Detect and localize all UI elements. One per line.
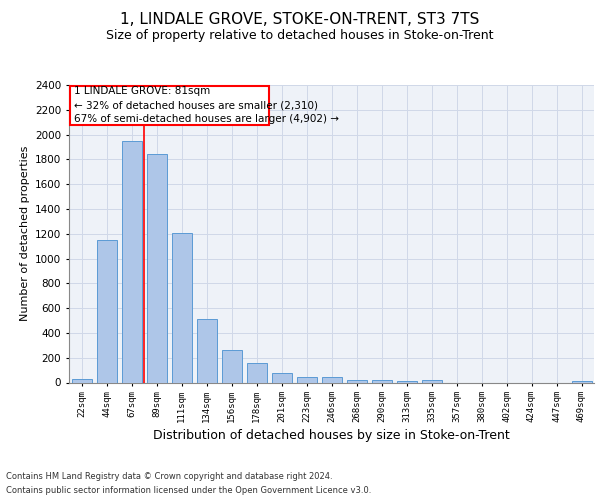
Bar bbox=[271, 372, 292, 382]
Bar bbox=[197, 320, 217, 382]
Bar bbox=[121, 141, 142, 382]
Bar bbox=[322, 378, 341, 382]
Bar bbox=[97, 240, 116, 382]
Bar bbox=[371, 380, 392, 382]
Text: Contains public sector information licensed under the Open Government Licence v3: Contains public sector information licen… bbox=[6, 486, 371, 495]
Text: Size of property relative to detached houses in Stoke-on-Trent: Size of property relative to detached ho… bbox=[106, 29, 494, 42]
Bar bbox=[296, 376, 317, 382]
Text: 1, LINDALE GROVE, STOKE-ON-TRENT, ST3 7TS: 1, LINDALE GROVE, STOKE-ON-TRENT, ST3 7T… bbox=[121, 12, 479, 28]
Bar bbox=[71, 379, 91, 382]
Text: Contains HM Land Registry data © Crown copyright and database right 2024.: Contains HM Land Registry data © Crown c… bbox=[6, 472, 332, 481]
Bar bbox=[146, 154, 167, 382]
Bar bbox=[571, 380, 592, 382]
Bar bbox=[347, 380, 367, 382]
Y-axis label: Number of detached properties: Number of detached properties bbox=[20, 146, 29, 322]
Bar bbox=[172, 232, 191, 382]
Bar bbox=[421, 380, 442, 382]
X-axis label: Distribution of detached houses by size in Stoke-on-Trent: Distribution of detached houses by size … bbox=[153, 430, 510, 442]
Bar bbox=[397, 380, 416, 382]
Bar bbox=[221, 350, 241, 382]
Bar bbox=[247, 364, 266, 382]
Text: 1 LINDALE GROVE: 81sqm
← 32% of detached houses are smaller (2,310)
67% of semi-: 1 LINDALE GROVE: 81sqm ← 32% of detached… bbox=[74, 86, 340, 124]
FancyBboxPatch shape bbox=[70, 86, 269, 124]
